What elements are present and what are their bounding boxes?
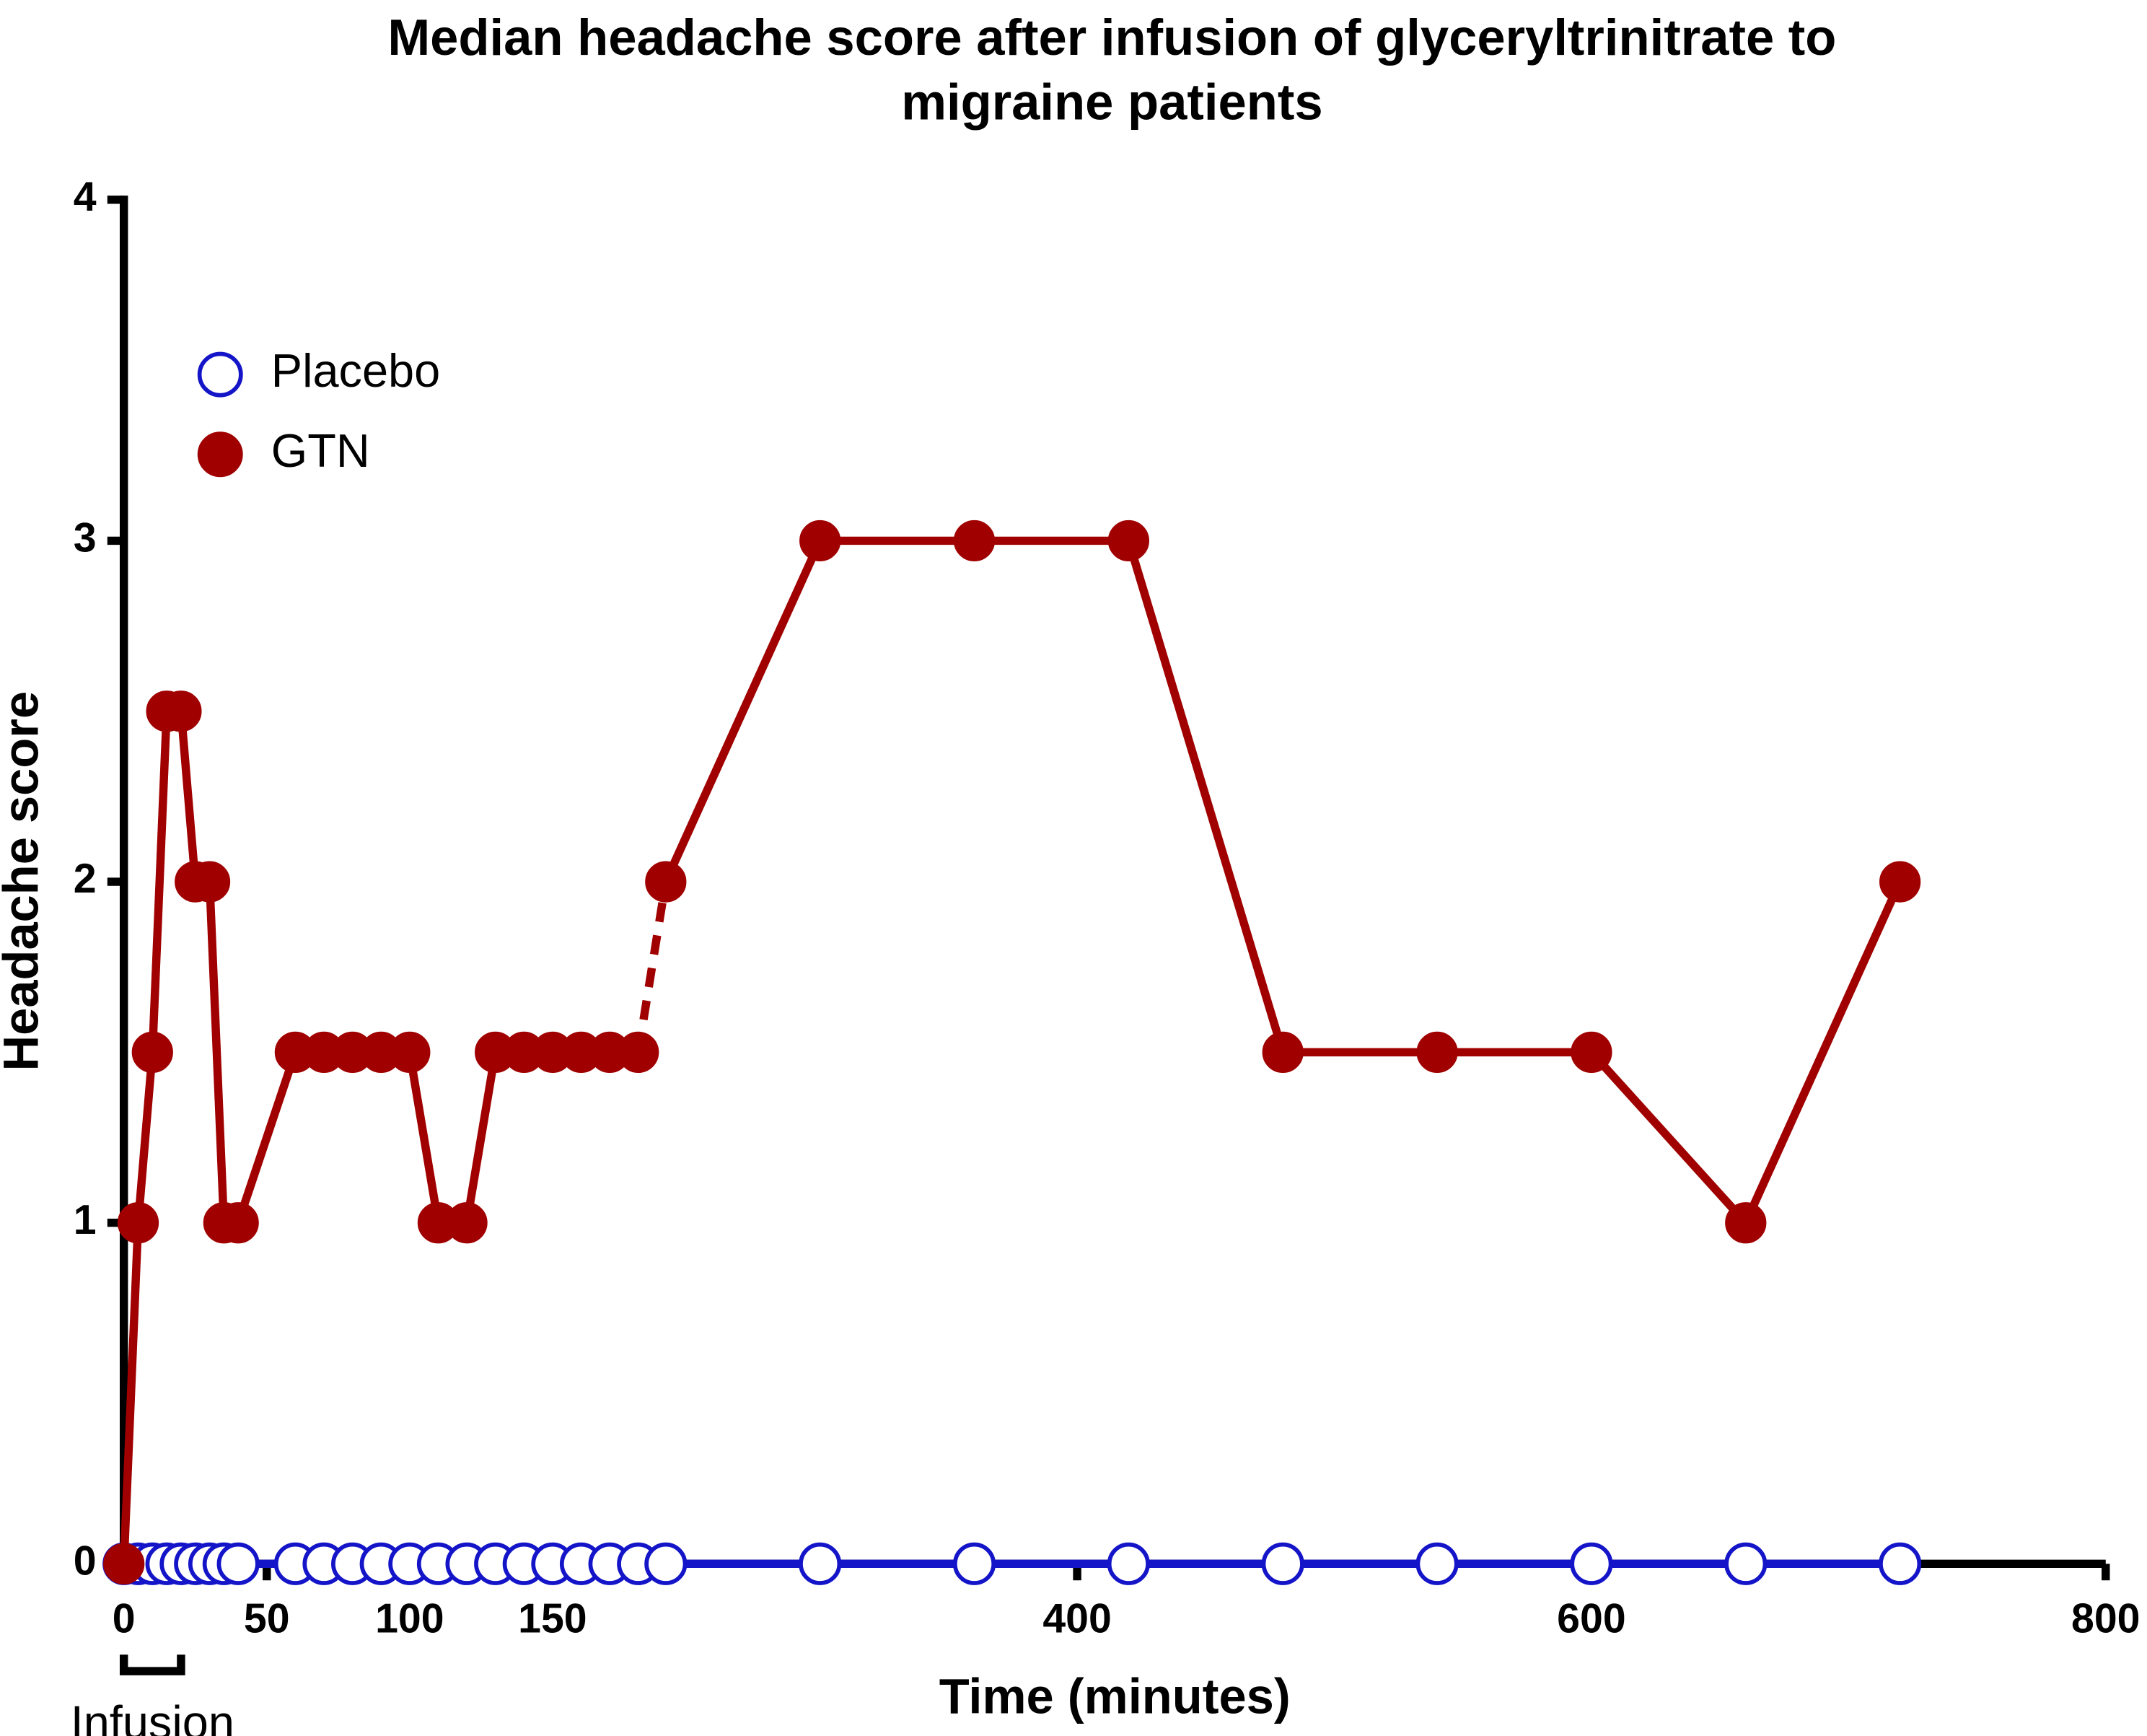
y-tick-label: 0 [74,1538,97,1584]
series-line [205,881,229,1223]
marker [1107,520,1149,562]
marker [644,1542,688,1585]
y-tick-label: 1 [74,1197,97,1243]
chart-title: Median headache score after infusion of … [387,9,1836,66]
legend-label: GTN [271,424,370,477]
marker [1262,1031,1304,1074]
series-line [133,1051,157,1224]
series-line [177,711,200,882]
y-tick-label: 3 [74,515,97,561]
marker [645,861,687,903]
y-tick-label: 4 [74,174,97,220]
series-line [119,1222,143,1564]
series-line [1588,1049,1749,1226]
marker [1879,861,1921,903]
marker [799,1542,842,1585]
x-tick-label: 100 [375,1596,444,1642]
series-line [462,1051,500,1224]
marker [1725,1202,1767,1244]
marker [131,1031,173,1074]
series-line [634,881,670,1053]
marker [1571,1031,1612,1074]
marker [1570,1542,1613,1585]
marker [160,691,202,732]
marker [188,861,231,903]
series-line [1124,539,1287,1054]
marker [1107,1542,1150,1585]
x-tick-label: 150 [518,1596,587,1642]
marker [216,1542,260,1585]
legend-label: Placebo [271,344,440,397]
y-axis-label: Headache score [0,691,48,1071]
series-line [234,1051,299,1224]
series-line [405,1051,443,1224]
y-tick-label: 2 [74,856,97,902]
marker [799,520,841,562]
series-line [662,539,824,884]
chart-title: migraine patients [901,74,1322,131]
annotation-bracket [119,1654,185,1675]
marker [446,1202,488,1244]
series-line [148,711,171,1053]
marker [1261,1542,1304,1585]
marker [1724,1542,1768,1585]
x-tick-label: 600 [1557,1596,1625,1642]
marker [618,1031,659,1074]
marker [1416,1031,1458,1074]
annotation: Infusion [71,1696,234,1736]
legend-marker [197,431,243,478]
x-tick-label: 400 [1042,1596,1111,1642]
x-tick-label: 50 [244,1596,290,1642]
marker [389,1031,431,1074]
marker [952,1542,996,1585]
marker [1879,1542,1922,1585]
series-line [1742,880,1904,1225]
legend-marker [197,351,243,398]
marker [953,520,996,562]
marker [103,1543,145,1584]
marker [1415,1542,1459,1585]
x-tick-label: 800 [2071,1596,2140,1642]
x-tick-label: 0 [113,1596,136,1642]
x-axis-label: Time (minutes) [939,1668,1291,1724]
marker [117,1202,159,1244]
plot: 0 1 2 3 4 0 50 100 150 400 600 800 Infusion Placebo GT… [71,174,2141,1736]
marker [217,1202,259,1244]
